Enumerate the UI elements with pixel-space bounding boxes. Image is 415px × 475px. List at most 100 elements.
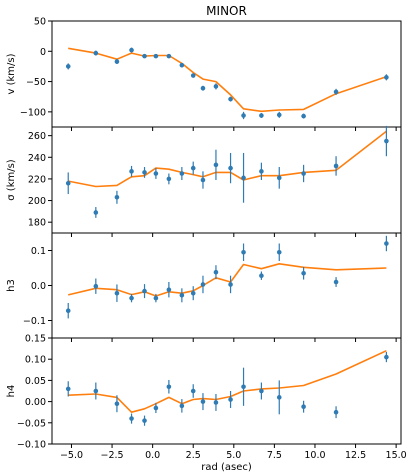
model-line	[68, 349, 387, 413]
data-point	[179, 62, 185, 68]
data-point	[384, 354, 389, 360]
data-point	[142, 288, 147, 294]
panel-2: 260 240 220 200 180 σ (km/s)	[6, 125, 402, 237]
panel-2-frame	[51, 126, 402, 234]
data-point	[142, 170, 147, 175]
y-tick-label: 0.00	[25, 397, 46, 408]
data-point	[200, 85, 206, 91]
data-point	[333, 409, 339, 415]
data-point	[228, 397, 233, 402]
data-point	[301, 171, 306, 176]
data-point	[190, 388, 196, 394]
data-point	[153, 171, 159, 176]
data-point	[276, 249, 282, 255]
data-point	[129, 416, 134, 421]
x-tick-label: −2.5	[101, 450, 124, 461]
data-point	[228, 96, 233, 102]
panel-4-frame	[51, 337, 402, 445]
data-point	[65, 386, 71, 392]
data-point	[241, 175, 246, 181]
panels-group: 50 0 −50 −100 v (km/s) 260 240 220 200 180 σ (km/s…	[6, 17, 407, 462]
data-point	[114, 195, 120, 200]
y-tick-label: −0.10	[17, 440, 46, 451]
data-point	[166, 176, 172, 182]
data-point	[166, 53, 172, 59]
data-point	[384, 241, 389, 246]
model-line	[68, 263, 387, 297]
data-point	[276, 395, 282, 400]
x-tick-label: 2.5	[186, 450, 201, 461]
data-point	[213, 400, 219, 405]
data-point	[179, 403, 185, 409]
data-point	[142, 418, 147, 423]
model-line	[68, 130, 387, 188]
y-tick-label: 200	[28, 196, 46, 207]
x-tick-label: −5.0	[60, 450, 83, 461]
chart-title: MINOR	[206, 4, 247, 18]
y-tick-label: 0.1	[31, 246, 46, 257]
data-point	[241, 113, 246, 118]
data-point	[153, 295, 159, 301]
x-tick-label: 5.0	[226, 450, 241, 461]
data-point	[384, 138, 389, 144]
data-point	[93, 283, 99, 289]
panel-4-y-axis-label: h4	[6, 385, 17, 398]
data-point	[166, 384, 172, 390]
panel-3-frame	[51, 232, 402, 339]
panel-2-y-axis-label: σ (km/s)	[6, 159, 17, 201]
data-point	[241, 384, 246, 390]
data-point	[200, 282, 206, 287]
data-point	[259, 273, 264, 279]
data-point	[65, 180, 71, 186]
panel-3: 0.1 0.0 −0.1 h3	[6, 232, 402, 342]
data-point	[153, 53, 159, 59]
data-point	[200, 177, 206, 183]
data-point	[276, 112, 282, 118]
data-point	[114, 59, 120, 64]
data-point	[114, 290, 120, 296]
data-point	[259, 113, 264, 118]
data-point	[301, 270, 306, 276]
y-tick-label: 0.10	[25, 355, 46, 366]
panel-1-frame	[51, 20, 402, 128]
data-point	[190, 290, 196, 296]
panel-1-y-axis-label: v (km/s)	[6, 53, 17, 94]
y-tick-label: 240	[28, 153, 46, 164]
data-point	[259, 388, 264, 394]
data-point	[166, 287, 172, 293]
data-point	[228, 282, 233, 287]
data-point	[301, 404, 306, 409]
data-point	[333, 89, 339, 95]
x-tick-label: 10.0	[304, 450, 325, 461]
y-tick-label: 220	[28, 174, 46, 185]
data-point	[114, 401, 120, 407]
y-tick-label: 260	[28, 131, 46, 142]
y-tick-label: 0	[40, 47, 46, 58]
data-point	[129, 169, 134, 174]
data-point	[213, 269, 219, 275]
x-tick-label: 0.0	[145, 450, 160, 461]
data-point	[190, 73, 196, 78]
data-point	[301, 113, 306, 119]
data-point	[179, 293, 185, 298]
panel-1: 50 0 −50 −100 v (km/s)	[6, 17, 402, 131]
x-tick-label: 15.0	[386, 450, 407, 461]
y-tick-label: −100	[20, 107, 46, 118]
data-point	[93, 50, 99, 56]
data-point	[153, 405, 159, 411]
x-tick-label: 7.5	[267, 450, 282, 461]
data-point	[190, 165, 196, 171]
data-point	[179, 171, 185, 176]
data-point	[276, 175, 282, 181]
y-tick-label: −50	[26, 77, 46, 88]
y-tick-label: 0.05	[25, 376, 46, 387]
data-point	[142, 53, 147, 59]
data-point	[65, 308, 71, 314]
panel-3-y-axis-label: h3	[6, 279, 17, 292]
y-tick-label: 0.15	[25, 334, 46, 345]
data-point	[241, 249, 246, 255]
panel-4: 0.15 0.10 0.05 0.00 −0.05 −0.10 −5.0 −2.5 0.0 2.5…	[6, 334, 407, 462]
data-point	[93, 388, 99, 394]
data-point	[200, 399, 206, 404]
